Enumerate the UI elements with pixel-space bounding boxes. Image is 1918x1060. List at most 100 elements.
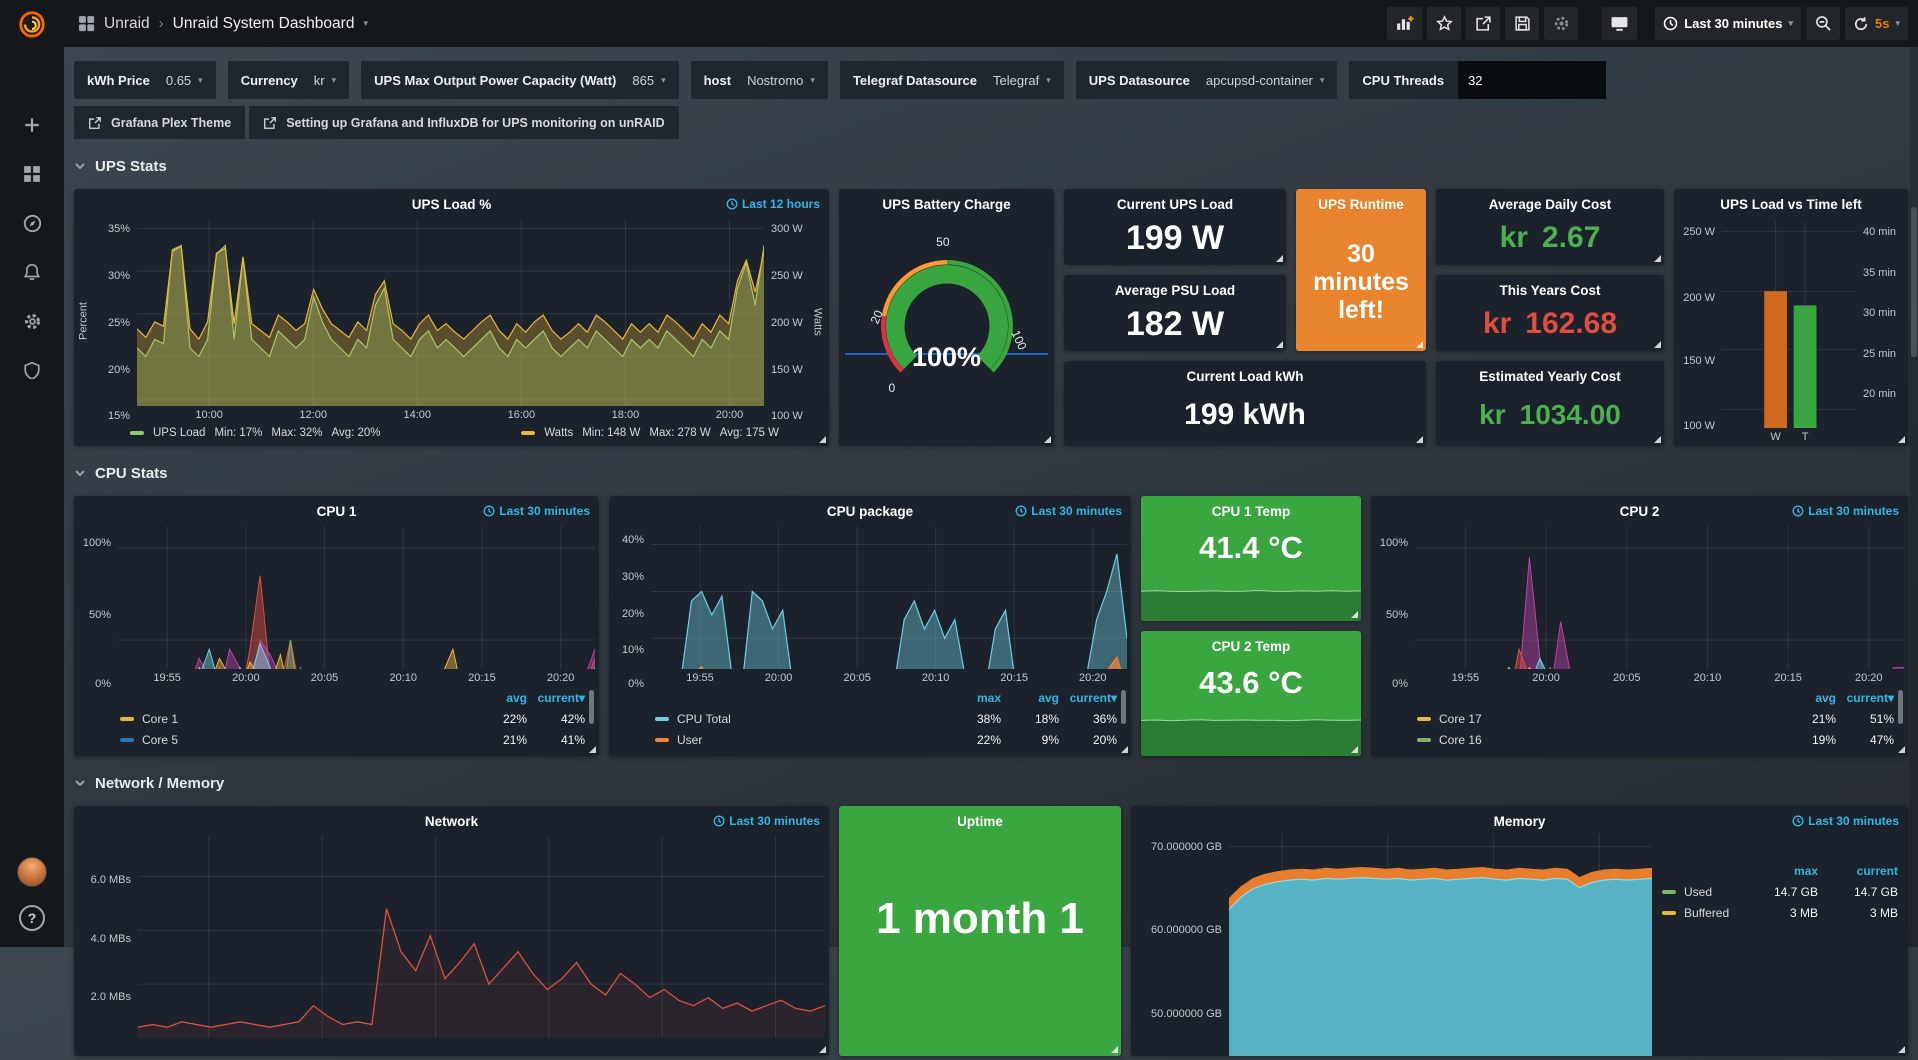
help-icon[interactable]: ? — [19, 905, 45, 931]
y-axis-left: 40%30%20%10%0% — [611, 526, 651, 687]
refresh-interval-dropdown[interactable]: 5s — [1875, 16, 1889, 31]
clock-icon — [1792, 815, 1804, 827]
caret-down-icon: ▾ — [332, 76, 337, 85]
breadcrumb-folder[interactable]: Unraid — [104, 15, 150, 33]
load-vs-time-chart[interactable] — [1722, 221, 1856, 428]
template-variables-row: kWh Price 0.65▾ Currency kr▾ UPS Max Out… — [74, 61, 1908, 99]
axis-tick-label: 30% — [108, 270, 130, 282]
axis-tick-label: 20:00 — [232, 672, 260, 684]
axis-tick-label: 19:55 — [1452, 672, 1480, 684]
user-avatar[interactable] — [17, 857, 47, 887]
legend-column-header[interactable]: current — [1818, 864, 1898, 878]
axis-tick-label: 15% — [108, 410, 130, 422]
legend-scrollbar[interactable] — [1898, 690, 1903, 724]
caret-down-icon[interactable]: ▾ — [363, 19, 368, 28]
axis-tick-label: 20:10 — [1694, 672, 1722, 684]
stat-value: 41.4 °C — [1141, 530, 1361, 566]
panel-time-range: Last 30 minutes — [1792, 504, 1899, 518]
dashboards-icon[interactable] — [12, 154, 52, 194]
refresh-button[interactable]: 5s ▾ — [1845, 7, 1908, 40]
variable-kwh-price[interactable]: kWh Price 0.65▾ — [74, 61, 216, 99]
explore-compass-icon[interactable] — [12, 203, 52, 243]
page-scrollbar[interactable] — [1910, 47, 1918, 947]
cpu-temp-column: CPU 1 Temp 41.4 °C CPU 2 Temp 43.6 °C — [1141, 496, 1361, 756]
share-button[interactable] — [1466, 7, 1500, 40]
variable-telegraf-datasource[interactable]: Telegraf Datasource Telegraf▾ — [840, 61, 1064, 99]
axis-tick-label: 35 min — [1863, 267, 1896, 279]
ups-load-chart[interactable] — [137, 219, 764, 406]
grafana-logo[interactable] — [0, 0, 64, 47]
variable-ups-max-output[interactable]: UPS Max Output Power Capacity (Watt) 865… — [361, 61, 678, 99]
link-ups-monitoring-guide[interactable]: Setting up Grafana and InfluxDB for UPS … — [249, 106, 678, 139]
cpu1-chart[interactable] — [118, 526, 595, 669]
configuration-gear-icon[interactable] — [12, 301, 52, 341]
variable-host[interactable]: host Nostromo▾ — [691, 61, 828, 99]
section-header-cpu-stats[interactable]: CPU Stats — [74, 458, 1908, 488]
axis-tick-label: 25 min — [1863, 348, 1896, 360]
legend-column-header[interactable]: max — [1738, 864, 1818, 878]
cpu-package-chart[interactable] — [651, 526, 1127, 669]
legend-stat: Avg: 175 W — [720, 427, 779, 439]
legend-column-header[interactable]: current▾ — [1836, 691, 1894, 705]
panel-ups-battery-charge: UPS Battery Charge 0 20 50 100 100% — [839, 189, 1054, 446]
memory-chart[interactable] — [1229, 834, 1652, 1056]
settings-gear-button[interactable] — [1544, 7, 1578, 40]
legend-column-header[interactable]: current▾ — [1059, 691, 1117, 705]
section-header-ups-stats[interactable]: UPS Stats — [74, 151, 1908, 181]
save-button[interactable] — [1505, 7, 1539, 40]
chevron-down-icon — [74, 777, 86, 789]
section-header-network-memory[interactable]: Network / Memory — [74, 768, 1908, 798]
alerting-bell-icon[interactable] — [12, 252, 52, 292]
legend-column-header[interactable]: avg — [469, 691, 527, 705]
legend-column-header[interactable]: avg — [1001, 691, 1059, 705]
link-grafana-plex-theme[interactable]: Grafana Plex Theme — [74, 106, 245, 139]
axis-tick-label: 200 W — [1683, 292, 1715, 304]
zoom-out-button[interactable] — [1806, 7, 1840, 40]
legend-stat: Max: 278 W — [649, 427, 710, 439]
star-button[interactable] — [1427, 7, 1461, 40]
series-swatch — [1662, 911, 1676, 915]
server-admin-shield-icon[interactable] — [12, 350, 52, 390]
panel-current-ups-load: Current UPS Load 199 W — [1064, 189, 1286, 265]
legend-scrollbar[interactable] — [589, 690, 594, 724]
axis-tick-label: 20% — [622, 608, 644, 620]
scrollbar-thumb[interactable] — [1911, 207, 1917, 357]
breadcrumb-dashboard-title[interactable]: Unraid System Dashboard — [173, 15, 355, 33]
axis-tick-label: 2.0 MBs — [91, 991, 131, 1003]
cpu2-chart[interactable] — [1415, 526, 1904, 669]
cpu-threads-input[interactable] — [1458, 61, 1606, 99]
caret-down-icon: ▾ — [1046, 76, 1051, 85]
axis-tick-label: 6.0 MBs — [91, 874, 131, 886]
caret-down-icon: ▾ — [1895, 19, 1900, 28]
network-chart[interactable] — [138, 836, 825, 1038]
variable-ups-datasource[interactable]: UPS Datasource apcupsd-container▾ — [1076, 61, 1338, 99]
dashboard-grid-icon[interactable] — [78, 15, 95, 32]
legend-column-header[interactable]: max — [943, 691, 1001, 705]
add-panel-button[interactable] — [1387, 7, 1422, 40]
legend-column-header[interactable]: avg — [1778, 691, 1836, 705]
series-swatch — [1662, 890, 1676, 894]
legend-scrollbar[interactable] — [1121, 690, 1126, 724]
refresh-icon — [1853, 16, 1869, 32]
axis-tick-label: 18:00 — [612, 409, 640, 421]
variable-currency[interactable]: Currency kr▾ — [228, 61, 349, 99]
time-range-picker[interactable]: Last 30 minutes ▾ — [1655, 7, 1801, 40]
axis-tick-label: 19:55 — [153, 672, 181, 684]
cycle-view-monitor-button[interactable] — [1602, 7, 1637, 40]
add-icon[interactable] — [12, 105, 52, 145]
legend-column-header[interactable]: current▾ — [527, 691, 585, 705]
